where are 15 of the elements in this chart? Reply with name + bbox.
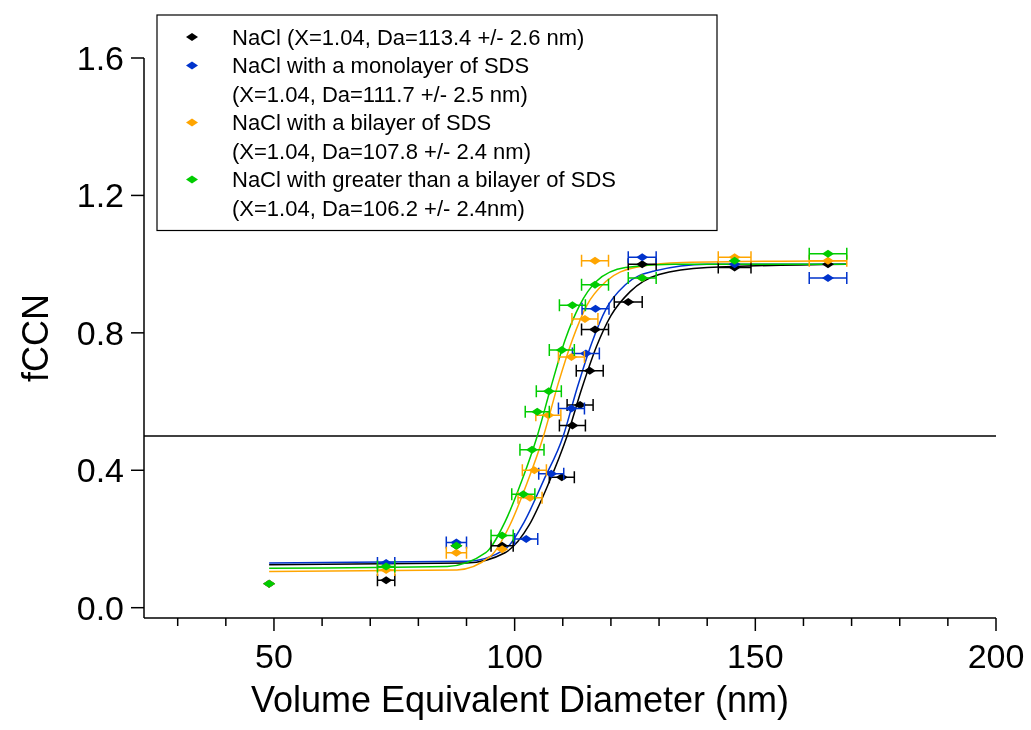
legend-label: NaCl (X=1.04, Da=113.4 +/- 2.6 nm): [232, 24, 585, 50]
y-tick-label: 1.2: [76, 176, 124, 215]
y-axis-title: fCCN: [15, 294, 56, 382]
x-axis-title: Volume Equivalent Diameter (nm): [250, 679, 790, 720]
x-tick-label: 50: [255, 637, 293, 675]
legend-label: NaCl with a monolayer of SDS (X=1.04, Da=111.7 +/- 2.5 nm): [232, 53, 530, 107]
y-tick-label: 1.6: [76, 38, 124, 77]
x-tick-label: 150: [726, 637, 784, 675]
y-tick-label: 0.8: [76, 313, 124, 352]
x-tick-label: 100: [486, 637, 544, 675]
y-tick-label: 0.0: [76, 588, 124, 627]
y-tick-label: 0.4: [76, 451, 124, 490]
x-tick-label: 200: [967, 637, 1025, 675]
legend-label: NaCl with greater than a bilayer of SDS (X=1.04, Da=106.2 +/- 2.4nm): [232, 167, 616, 221]
legend-label: NaCl with a bilayer of SDS (X=1.04, Da=107.8 +/- 2.4 nm): [232, 110, 532, 164]
